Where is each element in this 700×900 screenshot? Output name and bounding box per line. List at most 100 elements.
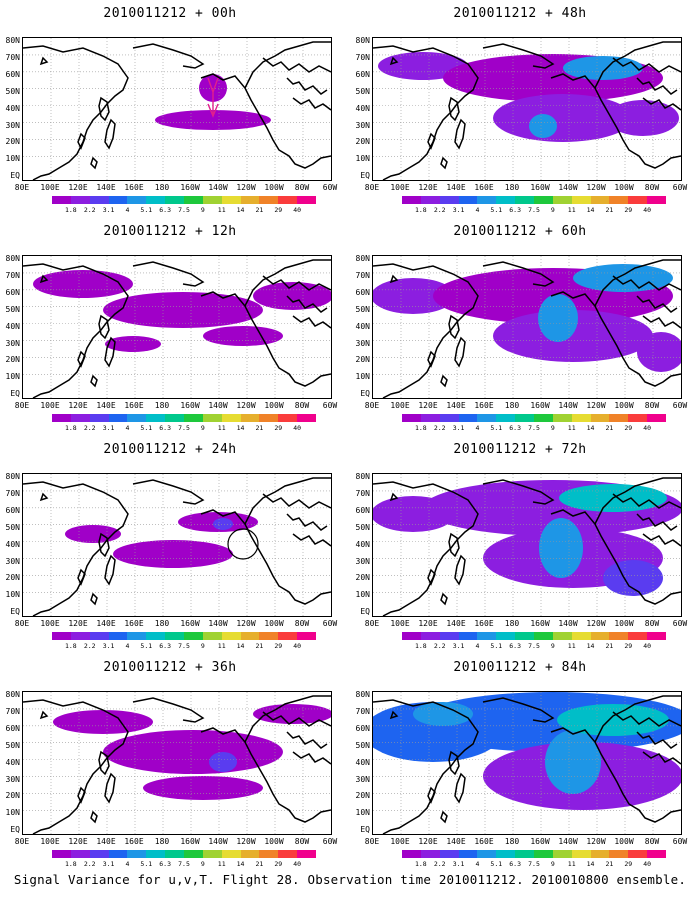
coastline (292, 751, 331, 765)
longitude-label: 80W (644, 183, 660, 192)
legend-label: 9 (200, 860, 205, 868)
legend-label: 3.1 (102, 424, 115, 432)
legend-label: 2.2 (433, 424, 446, 432)
longitude-label: 100E (40, 619, 60, 628)
legend-swatch (221, 850, 241, 858)
coastline (427, 350, 436, 368)
legend-label: 2.2 (83, 860, 96, 868)
legend-label: 11 (217, 424, 226, 432)
longitude-label: 80W (294, 619, 310, 628)
latitude-label: 70N (355, 270, 370, 280)
longitude-label: 140W (558, 619, 578, 628)
legend-labels: 1.8 2.2 3.1 4 5.1 6.3 7.5 9 11 14 21 29 40 (402, 642, 666, 650)
legend-labels: 1.8 2.2 3.1 4 5.1 6.3 7.5 9 11 14 21 29 40 (402, 424, 666, 432)
legend-label: 21 (255, 206, 264, 214)
coastline (454, 118, 466, 150)
longitude-label: 140W (558, 183, 578, 192)
legend-label: 2.2 (433, 642, 446, 650)
coastline (594, 695, 681, 743)
longitude-label: 180 (504, 401, 520, 410)
panel-title: 2010011212 + 12h (103, 224, 237, 239)
coastline (244, 259, 331, 307)
legend-swatch (221, 196, 241, 204)
longitude-label: 100W (264, 183, 284, 192)
latitude-label: 70N (5, 52, 20, 62)
longitude-label: 180 (504, 837, 520, 846)
forecast-panel: 2010011212 + 00h 80N 70N 60N 50N 40N 30N 20N 10N… (0, 0, 340, 214)
legend-label: 14 (586, 642, 595, 650)
variance-contour (529, 114, 557, 138)
latitude-label: 60N (355, 505, 370, 515)
longitude-label: 140E (446, 837, 466, 846)
map-area (372, 473, 682, 617)
coastline (454, 554, 466, 586)
legend-swatch (534, 850, 553, 858)
forecast-panel: 2010011212 + 36h 80N 70N 60N 50N 40N 30N 20N 10N… (0, 654, 340, 868)
legend-swatch (477, 196, 497, 204)
longitude-label: 120W (586, 183, 606, 192)
legend-label: 3.1 (452, 424, 465, 432)
coastline (482, 261, 555, 287)
latitude-label: EQ (360, 389, 370, 399)
legend-label: 1.8 (64, 642, 77, 650)
legend-label: 7.5 (528, 206, 540, 214)
coastline (132, 261, 205, 287)
legend-swatch (571, 850, 591, 858)
coastline (448, 96, 460, 122)
variance-contour (105, 336, 161, 352)
coastline (286, 295, 328, 313)
latitude-label: 30N (5, 774, 20, 784)
latitude-label: 40N (5, 103, 20, 113)
legend-label: 7.5 (178, 424, 190, 432)
variance-contour (203, 326, 283, 346)
legend-label: 6.3 (159, 642, 172, 650)
legend-swatch (127, 850, 147, 858)
legend-label: 6.3 (509, 206, 522, 214)
latitude-label: 10N (355, 590, 370, 600)
legend-swatch (477, 414, 497, 422)
legend-label: 5.1 (490, 424, 503, 432)
legend-swatch (477, 850, 497, 858)
coastline (132, 697, 205, 723)
legend-swatch (259, 196, 279, 204)
legend-label: 4 (125, 206, 130, 214)
coastline (292, 97, 331, 111)
longitude-label: 140E (446, 183, 466, 192)
legend-label: 4 (475, 424, 480, 432)
legend-label: 3.1 (452, 206, 465, 214)
legend-swatch (146, 850, 166, 858)
legend-label: 9 (200, 642, 205, 650)
coastline (440, 156, 448, 170)
legend-swatch (628, 632, 648, 640)
legend-label: 7.5 (178, 642, 190, 650)
legend-swatch (552, 850, 572, 858)
coastline (448, 314, 460, 340)
legend-swatch (420, 850, 440, 858)
map-area (22, 37, 332, 181)
longitude-label: 160W (530, 619, 550, 628)
longitude-label: 180 (154, 401, 170, 410)
latitude-label: 70N (5, 270, 20, 280)
coastline (104, 554, 116, 586)
legend-label: 14 (586, 860, 595, 868)
variance-contour (199, 74, 227, 102)
variance-contour (545, 730, 601, 794)
legend-label: 21 (255, 860, 264, 868)
observation-circle (227, 528, 259, 560)
longitude-label: 160E (124, 619, 144, 628)
legend-swatch (165, 196, 185, 204)
longitude-label: 120E (418, 401, 438, 410)
legend-swatch (647, 850, 667, 858)
legend-swatch (420, 196, 440, 204)
legend-swatch (609, 632, 629, 640)
legend-labels: 1.8 2.2 3.1 4 5.1 6.3 7.5 9 11 14 21 29 40 (402, 860, 666, 868)
coastline (448, 750, 460, 776)
latitude-label: 80N (5, 254, 20, 263)
legend-swatch (458, 632, 478, 640)
legend-label: 40 (643, 424, 652, 432)
latitude-label: 50N (5, 522, 20, 532)
legend-label: 5.1 (140, 424, 153, 432)
longitude-label: 180 (504, 619, 520, 628)
legend-swatch (127, 414, 147, 422)
legend-swatch (515, 414, 535, 422)
